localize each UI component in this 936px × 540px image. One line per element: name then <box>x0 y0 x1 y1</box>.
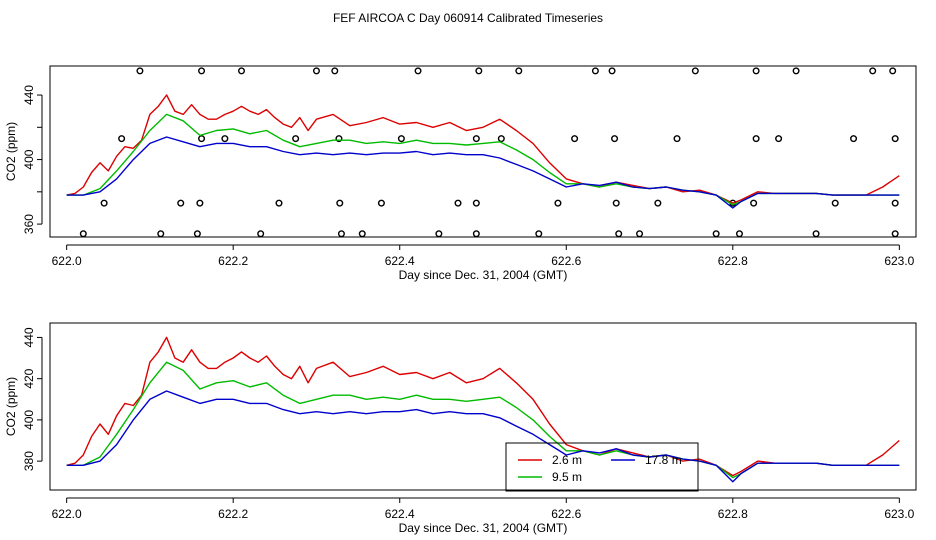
calibration-marker <box>571 135 579 143</box>
calibration-marker <box>891 230 899 238</box>
calibration-marker <box>118 135 126 143</box>
calibration-marker <box>198 67 206 75</box>
calibration-marker <box>792 67 800 75</box>
calibration-marker <box>475 67 483 75</box>
top-panel: 622.0 622.2 622.4 622.6 622.8 623.0 Day since … <box>4 65 917 282</box>
bottom-panel: 622.0 622.2 622.4 622.6 622.8 623.0 Day since … <box>4 322 917 535</box>
calibration-marker <box>611 135 619 143</box>
series-line-17-8-m <box>66 136 900 209</box>
calibration-marker <box>615 230 623 238</box>
calibration-marker <box>331 67 339 75</box>
calibration-marker <box>591 67 599 75</box>
calibration-marker <box>812 230 820 238</box>
calibration-marker <box>377 199 385 207</box>
calibration-marker <box>691 67 699 75</box>
calibration-marker <box>891 135 899 143</box>
y-tick-label: 440 <box>22 327 36 347</box>
x-tick-label: 622.8 <box>718 254 748 268</box>
calibration-marker <box>414 67 422 75</box>
y-tick-label: 360 <box>22 214 36 234</box>
calibration-marker <box>608 67 616 75</box>
x-tick-label: 622.4 <box>385 254 415 268</box>
y-tick-label: 380 <box>22 451 36 471</box>
y-tick-label: 400 <box>22 149 36 169</box>
x-axis-label: Day since Dec. 31, 2004 (GMT) <box>399 268 568 282</box>
calibration-marker <box>336 199 344 207</box>
y-tick-label: 400 <box>22 410 36 430</box>
calibration-marker <box>221 135 229 143</box>
calibration-marker <box>673 135 681 143</box>
y-tick-label: 420 <box>22 368 36 388</box>
calibration-marker <box>472 230 480 238</box>
calibration-marker <box>79 230 87 238</box>
calibration-marker <box>136 67 144 75</box>
calibration-marker <box>435 230 443 238</box>
legend-box <box>505 442 699 492</box>
x-tick-label: 623.0 <box>884 254 914 268</box>
calibration-marker <box>238 67 246 75</box>
legend-label: 17.8 m <box>645 453 682 467</box>
figure-title: FEF AIRCOA C Day 060914 Calibrated Times… <box>333 11 603 25</box>
calibration-marker <box>752 67 760 75</box>
x-tick-label: 622.0 <box>52 507 82 521</box>
y-axis-label: CO2 (ppm) <box>4 377 18 436</box>
calibration-marker <box>358 230 366 238</box>
calibration-marker <box>472 199 480 207</box>
plot-frame <box>49 65 917 238</box>
calibration-marker <box>850 135 858 143</box>
calibration-marker <box>735 230 743 238</box>
calibration-marker <box>196 199 204 207</box>
calibration-marker <box>257 230 265 238</box>
x-tick-label: 622.0 <box>52 254 82 268</box>
x-tick-label: 622.2 <box>218 507 248 521</box>
x-tick-label: 622.4 <box>385 507 415 521</box>
calibration-marker <box>497 135 505 143</box>
calibration-marker <box>275 199 283 207</box>
calibration-marker <box>889 67 897 75</box>
calibration-marker <box>612 199 620 207</box>
calibration-marker <box>337 230 345 238</box>
calibration-marker <box>752 135 760 143</box>
calibration-marker <box>193 230 201 238</box>
calibration-marker <box>515 67 523 75</box>
y-tick-label: 440 <box>22 85 36 105</box>
calibration-marker <box>775 135 783 143</box>
x-tick-label: 622.6 <box>551 254 581 268</box>
series-line-17-8-m <box>66 390 900 483</box>
calibration-marker <box>292 135 300 143</box>
calibration-marker <box>869 67 877 75</box>
x-tick-label: 623.0 <box>884 507 914 521</box>
calibration-marker <box>472 135 480 143</box>
calibration-marker <box>712 230 720 238</box>
calibration-marker <box>750 199 758 207</box>
calibration-marker <box>198 135 206 143</box>
calibration-marker <box>100 199 108 207</box>
plot-frame <box>49 322 917 491</box>
calibration-marker <box>831 199 839 207</box>
calibration-marker <box>335 135 343 143</box>
calibration-marker <box>177 199 185 207</box>
x-tick-label: 622.6 <box>551 507 581 521</box>
calibration-marker <box>891 199 899 207</box>
calibration-marker <box>157 230 165 238</box>
calibration-marker <box>535 230 543 238</box>
calibration-marker <box>636 230 644 238</box>
legend-label: 9.5 m <box>552 470 582 484</box>
legend-label: 2.6 m <box>552 453 582 467</box>
x-tick-label: 622.2 <box>218 254 248 268</box>
x-tick-label: 622.8 <box>718 507 748 521</box>
x-axis-label: Day since Dec. 31, 2004 (GMT) <box>399 521 568 535</box>
legend: 2.6 m 9.5 m 17.8 m <box>505 442 699 492</box>
calibration-marker <box>312 67 320 75</box>
calibration-marker <box>554 199 562 207</box>
y-axis-label: CO2 (ppm) <box>4 122 18 181</box>
calibration-marker <box>454 199 462 207</box>
calibration-marker <box>654 199 662 207</box>
calibration-marker <box>397 135 405 143</box>
